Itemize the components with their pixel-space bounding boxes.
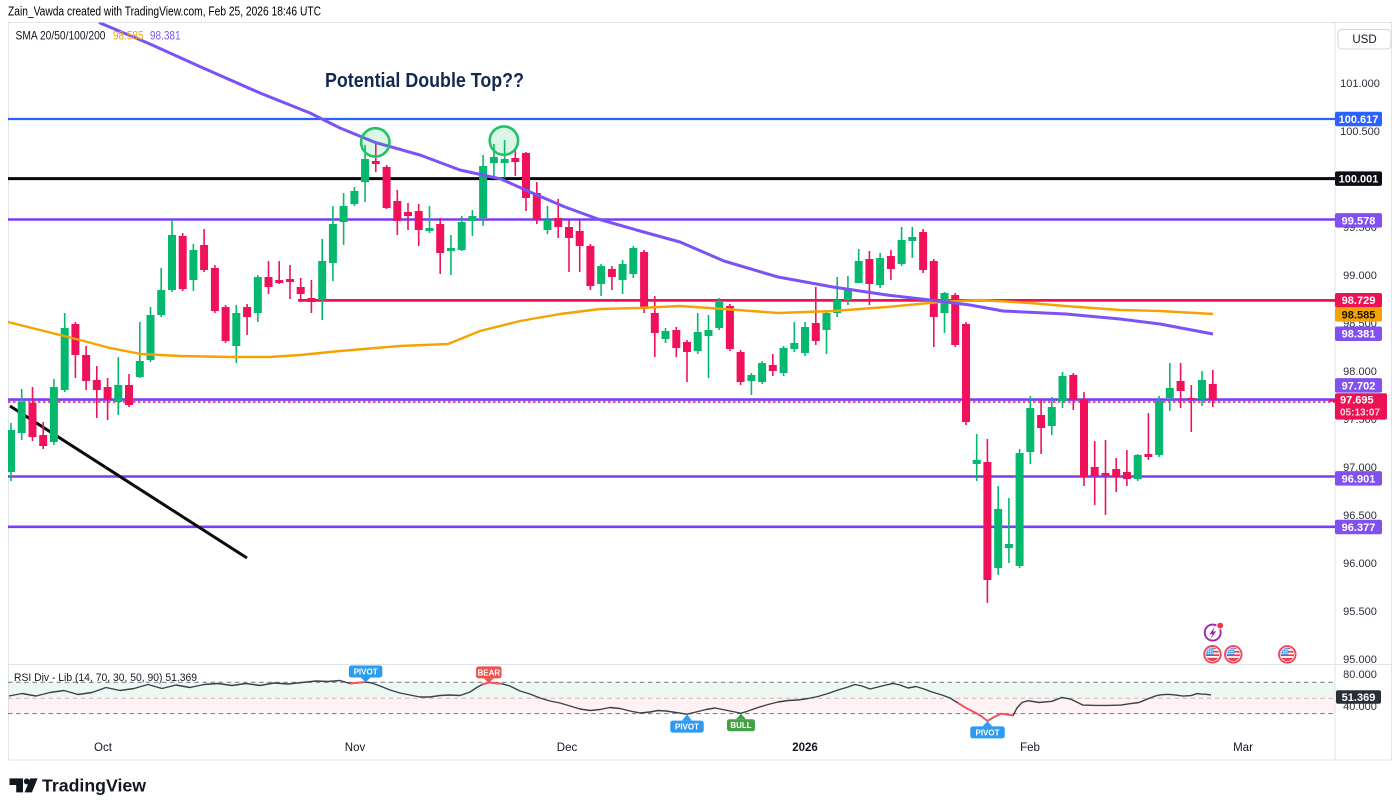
svg-text:BEAR: BEAR (477, 668, 500, 677)
svg-text:RSI Div - Lib (14, 70, 30, 50,: RSI Div - Lib (14, 70, 30, 50, 90) 51.36… (14, 672, 197, 684)
svg-text:05:13:07: 05:13:07 (1340, 407, 1380, 418)
svg-text:100.001: 100.001 (1339, 174, 1379, 186)
svg-text:98.585: 98.585 (1342, 309, 1376, 321)
svg-text:98.729: 98.729 (1342, 295, 1376, 307)
svg-text:98.585: 98.585 (113, 29, 144, 43)
svg-text:TradingView: TradingView (42, 776, 146, 796)
svg-text:Nov: Nov (345, 742, 366, 754)
svg-text:PIVOT: PIVOT (675, 723, 699, 732)
svg-text:PIVOT: PIVOT (975, 728, 999, 737)
svg-text:96.000: 96.000 (1343, 558, 1377, 570)
svg-text:Dec: Dec (557, 742, 578, 754)
svg-text:2026: 2026 (792, 742, 818, 754)
svg-text:100.500: 100.500 (1340, 126, 1380, 138)
svg-text:95.000: 95.000 (1343, 654, 1377, 666)
svg-text:Oct: Oct (94, 742, 113, 754)
svg-text:51.369: 51.369 (1342, 692, 1376, 704)
svg-text:97.000: 97.000 (1343, 462, 1377, 474)
svg-text:101.000: 101.000 (1340, 78, 1380, 90)
svg-text:BULL: BULL (730, 721, 751, 730)
svg-text:97.702: 97.702 (1342, 380, 1376, 392)
svg-text:99.000: 99.000 (1343, 270, 1377, 282)
svg-text:80.000: 80.000 (1343, 669, 1377, 681)
svg-text:96.901: 96.901 (1342, 473, 1376, 485)
svg-text:Potential Double Top??: Potential Double Top?? (325, 70, 524, 92)
svg-text:96.377: 96.377 (1342, 522, 1376, 534)
svg-text:98.000: 98.000 (1343, 366, 1377, 378)
svg-text:95.500: 95.500 (1343, 606, 1377, 618)
svg-text:96.500: 96.500 (1343, 510, 1377, 522)
svg-text:40.000: 40.000 (1343, 701, 1377, 713)
svg-text:Zain_Vawda created with Tradin: Zain_Vawda created with TradingView.com,… (8, 5, 321, 19)
svg-text:100.617: 100.617 (1339, 114, 1379, 126)
svg-text:97.695: 97.695 (1340, 395, 1374, 407)
svg-text:98.381: 98.381 (150, 29, 181, 43)
svg-text:99.578: 99.578 (1342, 215, 1376, 227)
svg-text:PIVOT: PIVOT (354, 668, 378, 677)
svg-text:SMA 20/50/100/200: SMA 20/50/100/200 (16, 29, 106, 43)
svg-text:Feb: Feb (1020, 742, 1040, 754)
svg-text:USD: USD (1352, 34, 1376, 46)
svg-text:Mar: Mar (1233, 742, 1253, 754)
svg-text:98.381: 98.381 (1342, 329, 1376, 341)
